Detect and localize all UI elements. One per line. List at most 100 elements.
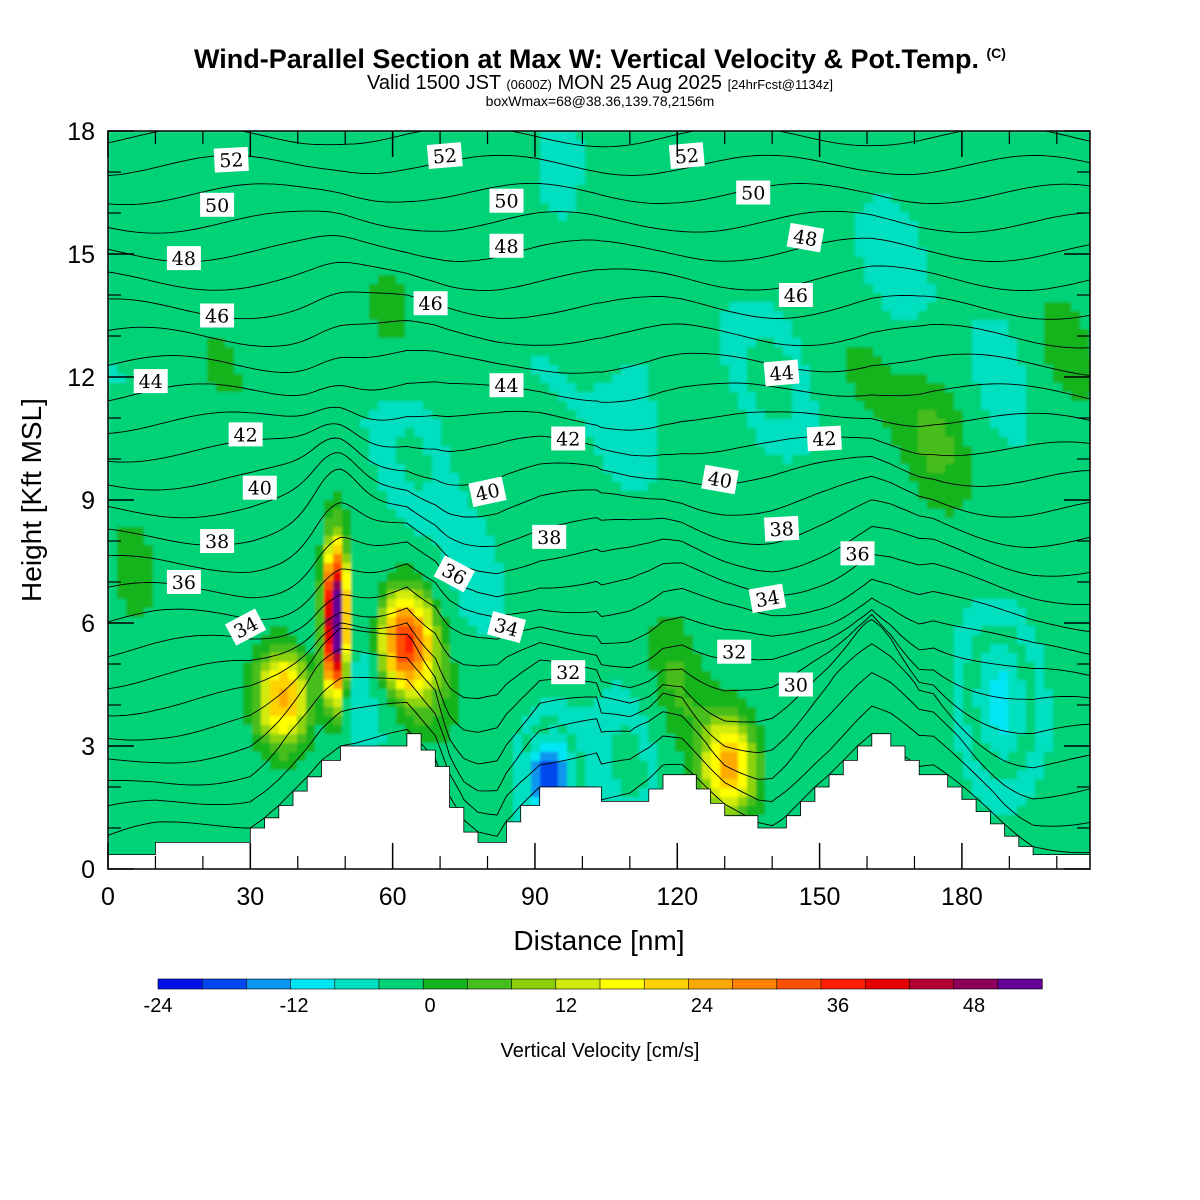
w-cell (567, 554, 577, 564)
w-cell (243, 293, 253, 303)
w-cell (495, 743, 505, 753)
w-cell (423, 176, 433, 186)
w-cell (171, 131, 181, 141)
w-cell (207, 176, 217, 186)
w-cell (279, 761, 289, 771)
w-cell (324, 734, 334, 744)
w-cell (171, 617, 181, 627)
w-cell (279, 752, 289, 762)
w-cell (333, 464, 343, 474)
w-cell (279, 329, 289, 339)
w-cell (459, 626, 469, 636)
w-cell (522, 518, 532, 528)
w-cell (279, 698, 289, 708)
w-cell (612, 671, 622, 681)
w-cell (405, 131, 415, 141)
w-cell (216, 707, 226, 717)
w-cell (486, 500, 496, 510)
w-cell (432, 239, 442, 249)
w-cell (261, 734, 271, 744)
w-cell (306, 149, 316, 159)
w-cell (315, 356, 325, 366)
w-cell (621, 374, 631, 384)
w-cell (360, 302, 370, 312)
w-cell (306, 230, 316, 240)
w-cell (144, 320, 154, 330)
w-cell (648, 563, 658, 573)
w-cell (279, 608, 289, 618)
w-cell (432, 563, 442, 573)
w-cell (450, 509, 460, 519)
w-cell (450, 230, 460, 240)
w-cell (513, 725, 523, 735)
w-cell (333, 185, 343, 195)
w-cell (351, 176, 361, 186)
w-cell (477, 626, 487, 636)
w-cell (486, 212, 496, 222)
w-cell (378, 131, 388, 141)
w-cell (459, 140, 469, 150)
w-cell (288, 419, 298, 429)
w-cell (576, 509, 586, 519)
w-cell (378, 338, 388, 348)
w-cell (630, 212, 640, 222)
w-cell (153, 806, 163, 816)
w-cell (144, 338, 154, 348)
w-cell (396, 572, 406, 582)
w-cell (333, 635, 343, 645)
w-cell (216, 140, 226, 150)
w-cell (459, 131, 469, 141)
w-cell (369, 410, 379, 420)
w-cell (252, 311, 262, 321)
w-cell (477, 545, 487, 555)
w-cell (171, 347, 181, 357)
w-cell (189, 455, 199, 465)
w-cell (126, 770, 136, 780)
w-cell (216, 734, 226, 744)
w-cell (144, 158, 154, 168)
w-cell (333, 509, 343, 519)
w-cell (387, 419, 397, 429)
w-cell (162, 671, 172, 681)
w-cell (333, 212, 343, 222)
w-cell (198, 221, 208, 231)
w-cell (117, 797, 127, 807)
w-cell (459, 212, 469, 222)
w-cell (369, 707, 379, 717)
w-cell (171, 770, 181, 780)
w-cell (639, 734, 649, 744)
w-cell (198, 257, 208, 267)
w-cell (603, 725, 613, 735)
w-cell (351, 149, 361, 159)
w-cell (162, 239, 172, 249)
w-cell (423, 392, 433, 402)
w-cell (540, 383, 550, 393)
w-cell (189, 824, 199, 834)
w-cell (369, 671, 379, 681)
w-cell (324, 203, 334, 213)
w-cell (243, 545, 253, 555)
w-cell (234, 131, 244, 141)
w-cell (360, 428, 370, 438)
w-cell (126, 509, 136, 519)
w-cell (234, 779, 244, 789)
w-cell (387, 608, 397, 618)
w-cell (288, 230, 298, 240)
w-cell (459, 464, 469, 474)
w-cell (531, 257, 541, 267)
w-cell (396, 455, 406, 465)
w-cell (495, 275, 505, 285)
w-cell (252, 275, 262, 285)
w-cell (423, 347, 433, 357)
w-cell (198, 554, 208, 564)
w-cell (576, 716, 586, 726)
w-cell (504, 365, 514, 375)
w-cell (522, 428, 532, 438)
w-cell (270, 734, 280, 744)
w-cell (585, 473, 595, 483)
w-cell (234, 653, 244, 663)
w-cell (225, 644, 235, 654)
w-cell (297, 401, 307, 411)
w-cell (153, 239, 163, 249)
w-cell (585, 698, 595, 708)
